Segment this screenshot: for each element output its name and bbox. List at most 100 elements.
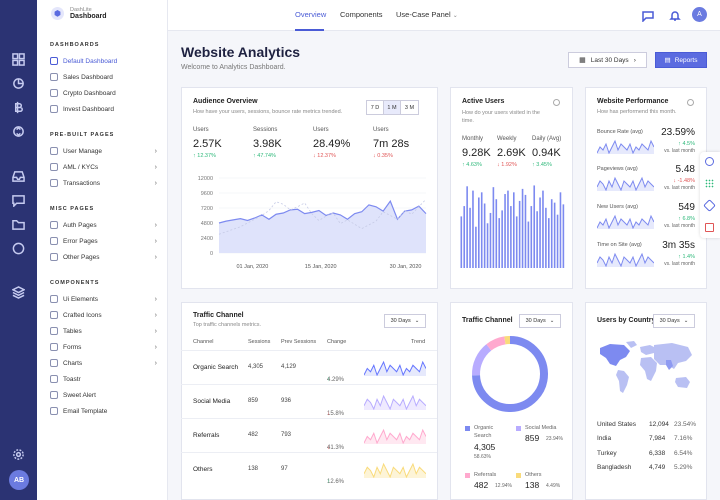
chat-bubble-icon[interactable] (642, 9, 654, 23)
sidebar-item[interactable]: Sales Dashboard (50, 71, 157, 83)
y-tick-label: 0 (210, 251, 213, 257)
folder-icon[interactable] (11, 217, 26, 232)
active-bar (486, 223, 489, 268)
user-avatar[interactable]: A (692, 7, 707, 22)
active-title: Active Users (462, 98, 505, 105)
performance-title: Website Performance (597, 98, 669, 105)
active-bar (530, 206, 533, 268)
sidebar-item[interactable]: Tables › (50, 325, 157, 337)
traffic-donut-chart (472, 336, 548, 412)
stat-value: 2.69K (497, 147, 526, 159)
legend-label: Organic Search (474, 425, 494, 439)
perf-sparkline-line (597, 252, 654, 267)
table-row[interactable]: Others 138 97 12.6% ↑ (181, 452, 437, 486)
country-name: United States (597, 421, 637, 428)
theme-icon[interactable] (705, 157, 714, 166)
info-icon[interactable] (553, 99, 560, 106)
sidebar-item[interactable]: Ui Elements › (50, 293, 157, 305)
range-3m[interactable]: 3 M (404, 104, 415, 111)
col-change: Change (327, 339, 347, 345)
sidebar-item-label: Invest Dashboard (63, 105, 114, 113)
info-icon[interactable] (687, 99, 694, 106)
active-bar (556, 214, 559, 268)
map-greenland (626, 341, 637, 348)
sidebar-item[interactable]: AML / KYCs › (50, 161, 157, 173)
cart-icon[interactable] (705, 223, 714, 232)
sidebar-item[interactable]: Email Template (50, 405, 157, 417)
sidebar-item[interactable]: User Manage › (50, 145, 157, 157)
stat-delta: ↑ 3.45% (532, 162, 568, 168)
trend-sparkline (364, 428, 426, 444)
stat-block: Users 7m 28s ↓ 0.35% (373, 127, 428, 159)
chat-icon[interactable] (11, 241, 26, 256)
reports-button[interactable]: ▤ Reports (655, 52, 707, 68)
chevron-right-icon: › (154, 311, 157, 319)
legend-label: Social Media (525, 425, 557, 431)
col-trend: Trend (411, 339, 426, 345)
sidebar-item[interactable]: Auth Pages › (50, 219, 157, 231)
active-bar (524, 194, 527, 268)
bell-icon[interactable] (669, 9, 681, 21)
table-row[interactable]: Organic Search 4,305 4,129 4.29% ↑ (181, 350, 437, 384)
perf-delta: ↑ 4.5% (650, 141, 695, 147)
active-bar (510, 206, 512, 268)
dashboard-icon[interactable] (11, 52, 26, 67)
sidebar-item[interactable]: Sweet Alert (50, 389, 157, 401)
sidebar-item[interactable]: Invest Dashboard (50, 103, 157, 115)
map-asia (654, 343, 692, 369)
donut-range-dropdown[interactable]: 30 Days ⌄ (519, 314, 561, 328)
brand[interactable]: ⬢ DashLite Dashboard (51, 7, 107, 20)
sidebar-item[interactable]: Crypto Dashboard (50, 87, 157, 99)
donut-slice (472, 344, 492, 376)
active-bar (533, 185, 536, 268)
tab-components[interactable]: Components (340, 10, 383, 19)
message-icon[interactable] (11, 193, 26, 208)
layers-icon[interactable] (11, 285, 26, 300)
perf-sparkline-area (597, 141, 654, 154)
row-channel: Others (193, 466, 213, 473)
table-row[interactable]: Social Media 859 936 15.8% ↓ (181, 384, 437, 418)
perf-sparkline-area (597, 216, 654, 229)
rail-avatar[interactable]: AB (9, 470, 29, 490)
arrow-up-icon: ↑ (253, 153, 258, 159)
map-north-america (600, 344, 630, 366)
sidebar-item[interactable]: Transactions › (50, 177, 157, 189)
world-map (600, 341, 692, 393)
sidebar-item[interactable]: Forms › (50, 341, 157, 353)
perf-value: 549 (678, 202, 695, 213)
grid-icon[interactable] (705, 179, 714, 188)
sidebar-item-label: Charts (63, 359, 83, 367)
exchange-icon[interactable] (11, 124, 26, 139)
tab-use-case-panel[interactable]: Use-Case Panel ⌄ (396, 10, 458, 19)
legend-swatch (516, 473, 521, 478)
layout-icon[interactable] (703, 199, 716, 212)
active-bar (553, 202, 556, 268)
table-row[interactable]: Referrals 482 793 41.3% ↓ (181, 418, 437, 452)
perf-sparkline (597, 139, 654, 154)
tab-overview[interactable]: Overview (295, 10, 327, 19)
inbox-icon[interactable] (11, 169, 26, 184)
range-1m[interactable]: 1 M (384, 101, 401, 114)
sidebar-item[interactable]: Default Dashboard (50, 55, 157, 67)
sidebar-item[interactable]: Other Pages › (50, 251, 157, 263)
row-change-value: 4.29% (327, 377, 345, 383)
bitcoin-icon[interactable] (11, 100, 26, 115)
sidebar-item[interactable]: Error Pages › (50, 235, 157, 247)
menu-item-icon (50, 73, 58, 81)
sidebar-item[interactable]: Charts › (50, 357, 157, 369)
chart-icon[interactable] (11, 76, 26, 91)
sidebar-item[interactable]: Toastr (50, 373, 157, 385)
traffic-range-dropdown[interactable]: 30 Days ⌄ (384, 314, 426, 328)
col-channel: Channel (193, 339, 214, 345)
settings-icon[interactable] (11, 447, 26, 462)
country-range-dropdown[interactable]: 30 Days ⌄ (653, 314, 695, 328)
sidebar-item-label: Toastr (63, 375, 81, 383)
stat-block: Users 28.49% ↓ 12.37% (313, 127, 368, 159)
date-range-button[interactable]: ▦ Last 30 Days › (568, 52, 647, 68)
chevron-right-icon: › (154, 327, 157, 335)
sidebar-item[interactable]: Crafted Icons › (50, 309, 157, 321)
legend-pct: 4.49% (546, 483, 561, 489)
range-7d[interactable]: 7 D (367, 101, 384, 114)
chevron-right-icon: › (154, 295, 157, 303)
sidebar: ⬢ DashLite Dashboard DASHBOARDS Default Da… (37, 0, 168, 500)
